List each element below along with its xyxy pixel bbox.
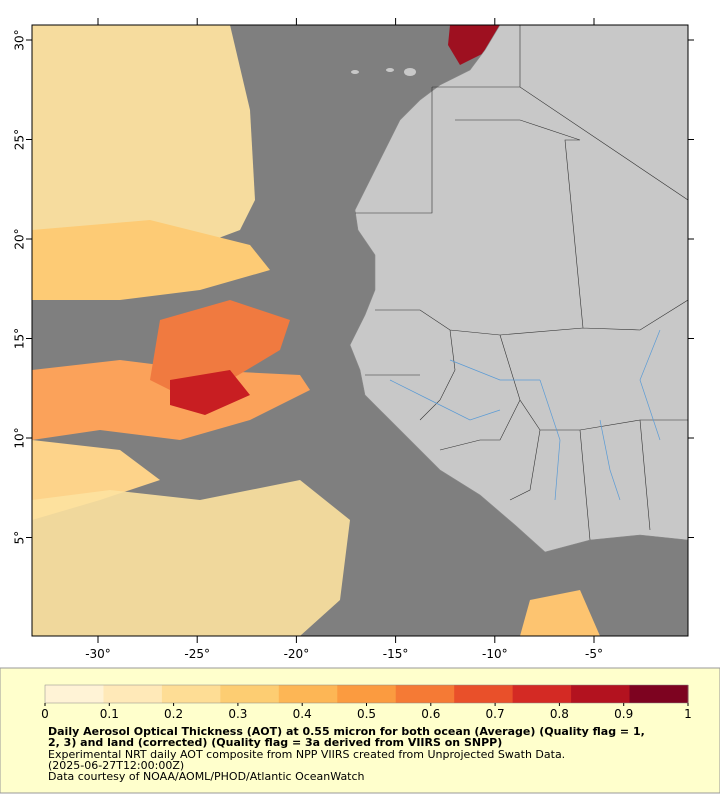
lon-label: -15°: [383, 647, 409, 661]
colorbar-label: 0.2: [164, 707, 183, 721]
aerosol-patch: [448, 25, 500, 65]
caption-title: 2, 3) and land (corrected) (Quality flag…: [48, 736, 502, 749]
colorbar-label: 0: [41, 707, 49, 721]
map-frame: [31, 24, 689, 637]
lon-label: -5°: [585, 647, 603, 661]
colorbar-segment: [103, 685, 163, 703]
aerosol-patch: [32, 480, 350, 636]
colorbar-segment: [337, 685, 397, 703]
colorbar-label: 0.5: [357, 707, 376, 721]
lat-label: 25°: [13, 129, 27, 150]
colorbar-label: 0.4: [293, 707, 312, 721]
colorbar-segment: [454, 685, 514, 703]
colorbar-label: 1: [684, 707, 692, 721]
colorbar-label: 0.7: [486, 707, 505, 721]
colorbar-label: 0.9: [614, 707, 633, 721]
island: [404, 68, 416, 76]
river: [389, 329, 661, 501]
caption-line: (2025-06-27T12:00:00Z): [48, 759, 184, 772]
lat-label: 30°: [13, 29, 27, 50]
lon-label: -10°: [482, 647, 508, 661]
island: [386, 68, 394, 72]
lon-label: -30°: [85, 647, 111, 661]
land: [349, 25, 688, 553]
lon-label: -20°: [284, 647, 310, 661]
lat-label: 20°: [13, 228, 27, 249]
colorbar-segment: [512, 685, 572, 703]
colorbar-label: 0.8: [550, 707, 569, 721]
colorbar: 0 0.1 0.2 0.3 0.4 0.5 0.6 0.7 0.8 0.9 1: [41, 684, 692, 721]
caption-line: Data courtesy of NOAA/AOML/PHOD/Atlantic…: [48, 770, 365, 783]
aerosol-patch: [520, 590, 600, 636]
colorbar-label: 0.1: [100, 707, 119, 721]
colorbar-segment: [278, 685, 338, 703]
colorbar-label: 0.6: [421, 707, 440, 721]
axes: 30° 25° 20° 15° 10° 5° -30° -25° -20° -15° -10° -5°: [13, 18, 694, 661]
colorbar-segment: [45, 685, 104, 703]
caption-title: Daily Aerosol Optical Thickness (AOT) at…: [48, 725, 645, 738]
lat-label: 10°: [13, 427, 27, 448]
colorbar-label: 0.3: [228, 707, 247, 721]
island: [351, 70, 359, 74]
lat-label: 15°: [13, 328, 27, 349]
aerosol-patch: [170, 370, 250, 415]
colorbar-segment: [629, 685, 689, 703]
border: [355, 25, 688, 541]
aerosol-patch: [32, 25, 255, 290]
caption-line: Experimental NRT daily AOT composite fro…: [48, 748, 565, 761]
colorbar-segment: [395, 685, 455, 703]
lat-label: 5°: [13, 531, 27, 545]
lon-label: -25°: [184, 647, 210, 661]
colorbar-segment: [161, 685, 221, 703]
map-area: [32, 25, 688, 636]
aerosol-patch: [150, 300, 290, 400]
colorbar-segment: [220, 685, 280, 703]
colorbar-segment: [571, 685, 631, 703]
aerosol-patch: [32, 220, 270, 300]
